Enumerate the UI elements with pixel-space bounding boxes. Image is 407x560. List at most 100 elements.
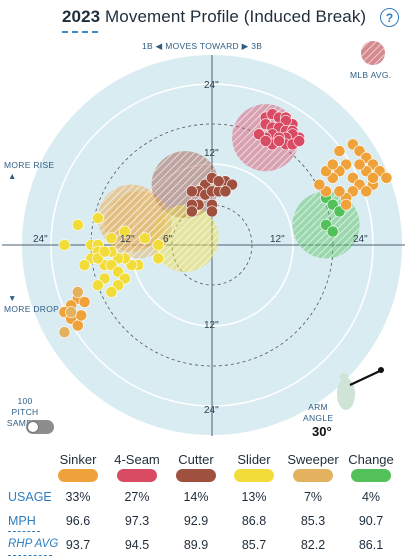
pitch-point-sinker [78, 296, 91, 308]
pitch-point-sweeper [58, 326, 71, 339]
cell-mph: 90.7 [358, 514, 384, 528]
pitch-point-change [326, 225, 339, 238]
pitch-point-sweeper [71, 286, 84, 298]
ring-label-left-12: 12" [120, 234, 135, 245]
cell-usage: 14% [183, 490, 209, 504]
cell-mph: 96.6 [65, 514, 91, 528]
toggle-knob [27, 421, 39, 433]
pitch-point-slider [152, 252, 165, 265]
cell-mph: 97.3 [124, 514, 150, 528]
row-underline-rhp-avg [8, 555, 52, 556]
ring-label-left-6: 6" [163, 234, 173, 245]
legend-swatch-sinker[interactable] [58, 469, 98, 482]
cell-rhp-avg: 82.2 [300, 538, 326, 552]
pitcher-arm-icon [337, 367, 384, 410]
arrow-left-icon: ◀ [155, 41, 163, 51]
ring-label-top-24: 24" [204, 80, 219, 91]
pitch-point-sinker [313, 178, 326, 191]
moves-left: 1B [142, 41, 153, 51]
pitch-point-slider [139, 232, 151, 245]
pitch-point-slider [105, 232, 118, 245]
sample-label: 100 PITCH SAMPLE [6, 396, 44, 428]
pitch-point-4-seam [259, 135, 272, 147]
cell-usage: 27% [124, 490, 150, 504]
legend-swatch-change[interactable] [351, 469, 391, 482]
sample-toggle[interactable] [26, 420, 54, 434]
moves-right: 3B [251, 41, 263, 51]
mlb-avg-icon [361, 41, 385, 65]
arrow-up-icon: ▲ [8, 171, 17, 181]
help-icon[interactable]: ? [380, 8, 399, 27]
cell-usage: 33% [65, 490, 91, 504]
ring-label-top-12: 12" [204, 148, 219, 159]
cell-rhp-avg: 89.9 [183, 538, 209, 552]
pitch-point-sweeper [65, 306, 78, 318]
pitch-point-sinker [71, 319, 84, 332]
legend-name-4-seam[interactable]: 4-Seam [114, 452, 160, 467]
row-label-rhp-avg[interactable]: RHP AVG [8, 538, 59, 550]
pitch-point-sinker [367, 172, 379, 184]
pitch-point-sinker [380, 172, 393, 184]
year-dropdown-underline[interactable] [62, 31, 98, 33]
pitch-point-slider [118, 225, 131, 238]
ring-label-right-12: 12" [270, 234, 285, 245]
ring-label-bottom-24: 24" [204, 405, 219, 416]
cell-rhp-avg: 86.1 [358, 538, 384, 552]
row-label-mph[interactable]: MPH [8, 514, 36, 528]
arm-angle-value: 30° [312, 424, 332, 439]
pitch-point-sinker [75, 309, 88, 322]
cell-mph: 92.9 [183, 514, 209, 528]
title-text: Movement Profile (Induced Break) [105, 7, 367, 26]
moves-text: MOVES TOWARD [165, 41, 239, 51]
row-label-usage[interactable]: USAGE [8, 490, 52, 504]
arm-angle-label: ARM ANGLE [303, 402, 334, 423]
legend-name-change[interactable]: Change [348, 452, 394, 467]
chart-title: 2023 Movement Profile (Induced Break) [62, 7, 366, 27]
pitch-point-slider [105, 286, 118, 298]
pitch-point-slider [92, 212, 104, 225]
ring-label-bottom-12: 12" [204, 320, 219, 331]
title-year: 2023 [62, 7, 101, 26]
pitch-point-slider [98, 245, 111, 258]
legend-swatch-sweeper[interactable] [293, 469, 333, 482]
row-underline-mph [8, 531, 40, 532]
pitch-point-sinker [333, 185, 346, 198]
cell-rhp-avg: 94.5 [124, 538, 150, 552]
pitch-point-slider [58, 239, 71, 251]
pitch-point-cutter [185, 185, 198, 198]
moves-toward-label: 1B ◀ MOVES TOWARD ▶ 3B [142, 41, 262, 52]
pitch-point-slider [71, 218, 84, 231]
pitch-point-slider [78, 259, 91, 272]
more-drop-label: ▼ MORE DROP [4, 293, 60, 314]
pitch-point-sinker [340, 198, 353, 211]
cell-mph: 85.3 [300, 514, 326, 528]
legend-name-slider[interactable]: Slider [237, 452, 271, 467]
arrow-down-icon: ▼ [8, 293, 17, 303]
legend-swatch-slider[interactable] [234, 469, 274, 482]
cell-mph: 86.8 [241, 514, 267, 528]
ring-label-right-24: 24" [353, 234, 368, 245]
cell-usage: 4% [361, 490, 381, 504]
pitch-point-sinker [326, 158, 339, 171]
legend-name-cutter[interactable]: Cutter [178, 452, 214, 467]
ring-label-left-24: 24" [33, 234, 48, 245]
pitch-point-cutter [212, 175, 225, 188]
pitch-point-4-seam [273, 135, 285, 147]
pitch-point-cutter [219, 185, 232, 198]
pitch-point-cutter [206, 205, 218, 218]
pitch-point-sinker [353, 158, 366, 171]
legend-swatch-4-seam[interactable] [117, 469, 157, 482]
pitch-point-sinker [360, 185, 373, 198]
pitch-point-slider [92, 279, 104, 292]
legend-name-sweeper[interactable]: Sweeper [287, 452, 339, 467]
pitch-point-slider [152, 239, 165, 251]
cell-usage: 13% [241, 490, 267, 504]
pitch-point-cutter [185, 205, 198, 218]
legend-name-sinker[interactable]: Sinker [59, 452, 97, 467]
legend-swatch-cutter[interactable] [176, 469, 216, 482]
more-rise-label: MORE RISE ▲ [4, 160, 55, 181]
ring-labels: 24" 12" 24" 12" 6" 12" 24" 12" 24" [33, 80, 368, 416]
pitch-point-4-seam [293, 135, 306, 147]
arrow-right-icon: ▶ [241, 41, 249, 51]
